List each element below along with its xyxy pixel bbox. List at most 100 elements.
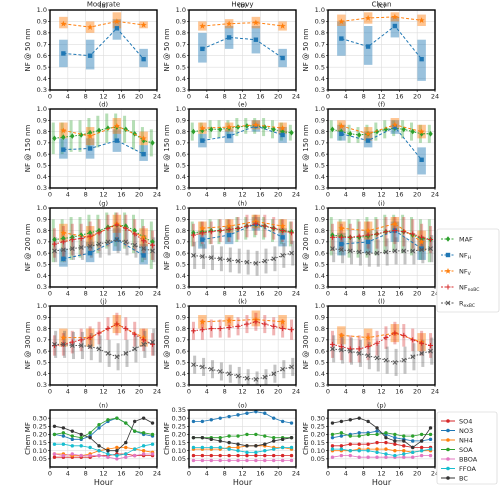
- band-RexBC: [228, 364, 232, 383]
- y-tick-label: 0.3: [315, 283, 325, 291]
- point-RexBC: [374, 250, 380, 256]
- band-MAF: [60, 219, 64, 263]
- y-tick-label: 0.30: [311, 414, 325, 422]
- point-RexBC: [141, 342, 146, 347]
- point-RexBC: [105, 239, 111, 245]
- point-NO3: [97, 426, 101, 430]
- series-line-NFV: [63, 125, 144, 139]
- point-BC: [330, 421, 335, 425]
- point-RexBC: [330, 246, 335, 251]
- y-tick-label: 0.6: [176, 150, 186, 158]
- x-tick-label: 20: [274, 191, 282, 199]
- point-NFnoBC: [280, 326, 286, 332]
- x-tick-label: 0: [48, 93, 52, 101]
- y-tick-label: 1.0: [315, 302, 325, 310]
- point-NFnoBC: [271, 225, 277, 231]
- panel-label: (j): [100, 298, 107, 306]
- point-NFV: [418, 238, 425, 245]
- y-tick-label: 0.05: [311, 455, 325, 463]
- point-NFH: [419, 56, 424, 62]
- panel-n: 0.050.100.150.200.250.30 0 4 8 12 16 20 24 Chem …: [24, 402, 161, 488]
- point-NO3: [375, 429, 379, 433]
- point-BBOA: [280, 458, 285, 463]
- series-line-NFV: [341, 124, 422, 135]
- point-NFH: [253, 37, 259, 42]
- x-tick-label: 8: [362, 191, 366, 199]
- legend-label: MAF: [459, 236, 473, 244]
- point-NFH: [61, 147, 66, 152]
- point-BBOA: [70, 452, 74, 456]
- y-tick-label: 0.8: [176, 325, 186, 333]
- point-NFH: [365, 44, 371, 49]
- point-RexBC: [347, 248, 353, 254]
- point-NFnoBC: [60, 239, 66, 245]
- point-SOA: [115, 416, 119, 420]
- point-MAF: [330, 126, 335, 133]
- point-NFV: [199, 125, 206, 131]
- y-tick-label: 0.7: [315, 40, 325, 48]
- point-SOA: [141, 431, 146, 435]
- series-line-RexBC: [193, 252, 292, 264]
- point-NH4: [141, 449, 146, 453]
- y-tick-label: 0.15: [311, 439, 325, 447]
- point-FFOA: [272, 447, 276, 451]
- column-title: Heavy: [231, 1, 253, 9]
- legend-label: BC: [459, 474, 468, 482]
- point-FFOA: [191, 445, 196, 450]
- point-MAF: [61, 134, 66, 141]
- point-FFOA: [330, 447, 335, 451]
- point-NO3: [200, 419, 205, 424]
- panel-g: 0.3 0.4 0.5 0.6 0.7 0.8 0.9 1.0 0 4 8 12 16 20 24 NF @ …: [24, 200, 161, 298]
- y-tick-label: 0.10: [311, 447, 325, 455]
- point-NFV: [338, 225, 345, 232]
- legend-nf: MAF NFH NFV NFnoBC RexBC: [436, 228, 500, 313]
- band-RexBC: [412, 343, 416, 371]
- point-BC: [280, 437, 285, 442]
- x-tick-label: 8: [223, 191, 227, 199]
- point-NH4: [115, 445, 119, 450]
- point-RexBC: [365, 250, 371, 256]
- point-BC: [88, 435, 92, 440]
- point-SO4: [348, 442, 352, 446]
- y-tick-label: 0.7: [315, 139, 325, 147]
- legend-marker: [446, 476, 450, 480]
- panel-b: 0.3 0.4 0.5 0.6 0.7 0.8 0.9 1.0 0 4 8 12 16 20 24 NF @ …: [163, 2, 300, 101]
- point-NH4: [236, 445, 240, 450]
- point-MAF: [96, 127, 102, 134]
- panel-d: 0.3 0.4 0.5 0.6 0.7 0.8 0.9 1.0 0 4 8 12 16 20 24 NF @ …: [24, 101, 161, 199]
- band-MAF: [105, 212, 109, 249]
- band-RexBC: [385, 346, 389, 374]
- y-tick-label: 1.0: [176, 6, 186, 14]
- band-RexBC: [430, 337, 434, 365]
- point-SOA: [97, 422, 101, 427]
- y-tick-label: 0.8: [176, 29, 186, 37]
- point-NH4: [375, 447, 379, 451]
- x-tick-label: 4: [66, 191, 70, 199]
- x-tick-label: 20: [274, 93, 282, 101]
- point-NFnoBC: [69, 339, 75, 345]
- y-tick-label: 0.8: [315, 29, 325, 37]
- x-tick-label: 20: [413, 93, 421, 101]
- point-SOA: [384, 431, 388, 435]
- y-axis-label: NF @ 50 nm: [302, 28, 310, 71]
- point-BBOA: [97, 453, 101, 458]
- point-FFOA: [79, 444, 83, 448]
- y-tick-label: 0.9: [315, 116, 325, 124]
- x-tick-label: 4: [344, 290, 348, 298]
- point-BBOA: [227, 458, 231, 463]
- point-NFnoBC: [280, 228, 286, 234]
- x-tick-label: 0: [326, 470, 330, 478]
- point-BBOA: [419, 453, 424, 458]
- point-NFnoBC: [428, 237, 434, 243]
- point-MAF: [348, 131, 353, 137]
- point-BC: [227, 440, 231, 445]
- point-RexBC: [52, 248, 57, 254]
- y-axis-label: NF @ 150 nm: [163, 125, 171, 173]
- point-SO4: [366, 442, 370, 446]
- point-NFH: [87, 250, 93, 256]
- point-NFH: [200, 46, 205, 52]
- point-NFnoBC: [329, 234, 335, 240]
- y-tick-label: 0.5: [37, 359, 47, 367]
- point-NO3: [289, 421, 294, 425]
- point-BC: [150, 421, 155, 425]
